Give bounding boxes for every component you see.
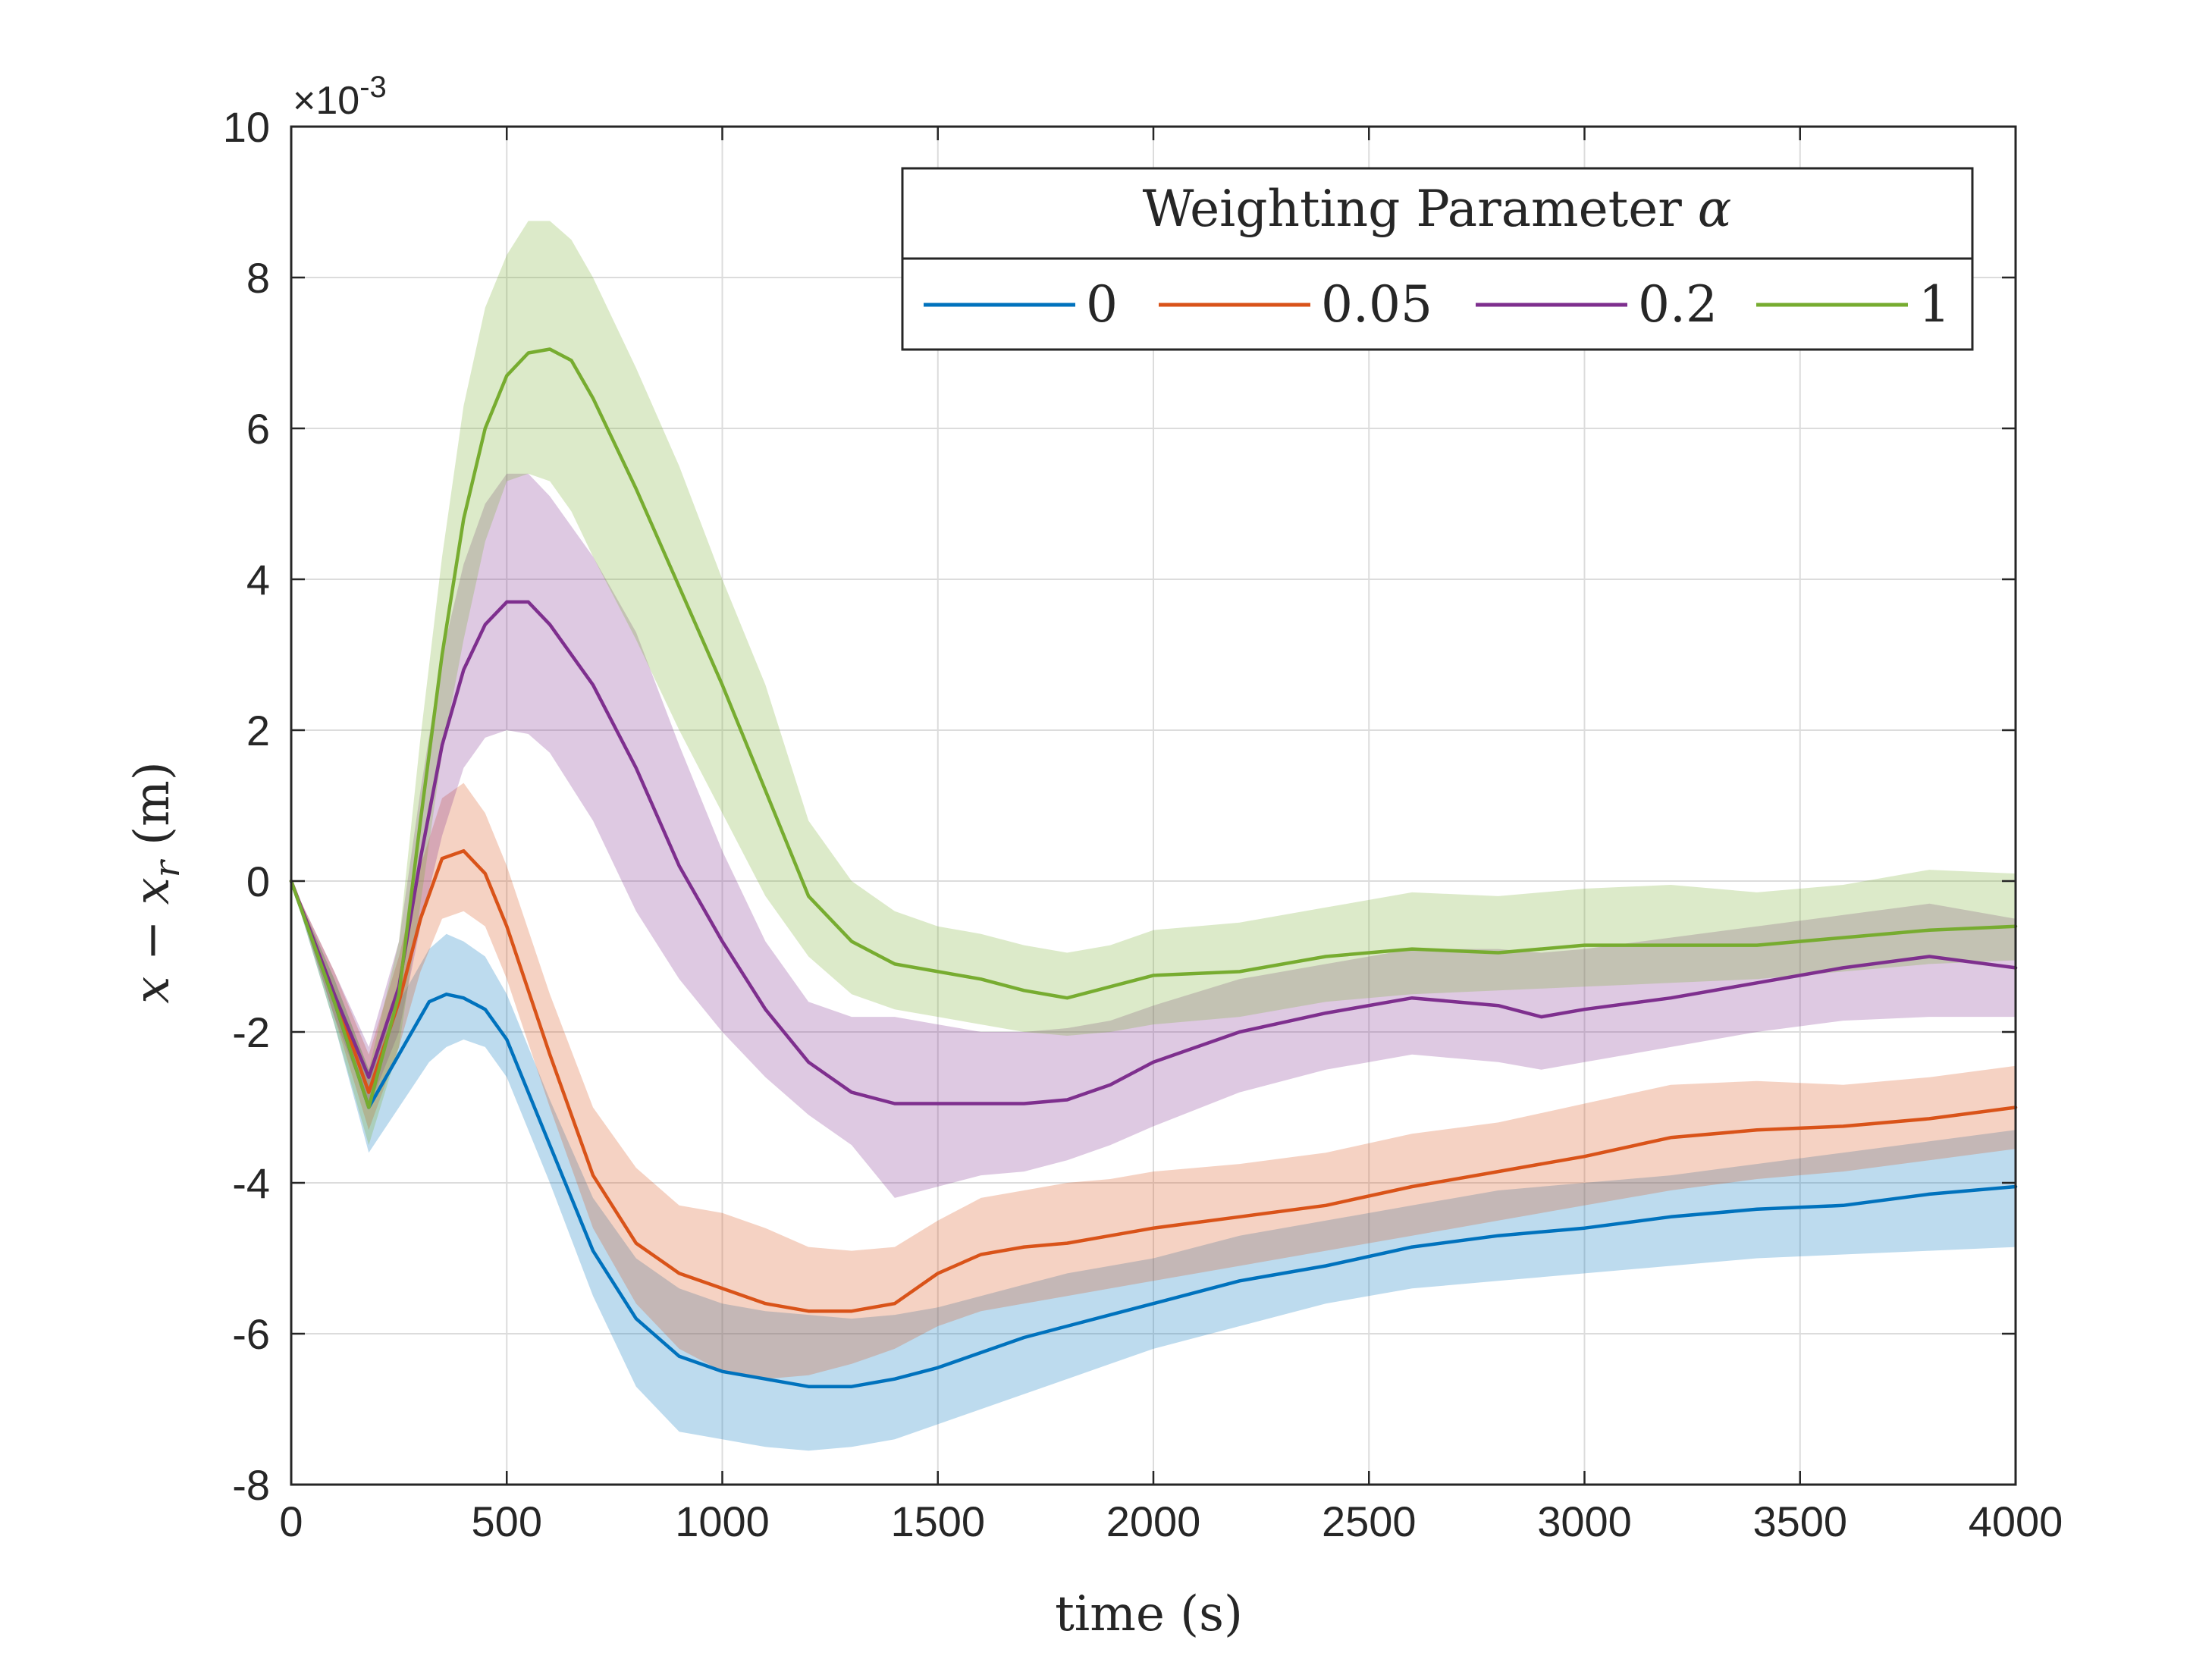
x-tick-label: 3500 <box>1752 1497 1847 1545</box>
x-tick-label: 2000 <box>1106 1497 1201 1545</box>
band-series-1 <box>291 782 2016 1379</box>
line-series-1 <box>289 848 2018 1313</box>
legend-entry-1: 0.05 <box>1159 275 1432 334</box>
y-tick-label: 10 <box>223 103 270 151</box>
y-tick-label: -2 <box>232 1008 270 1056</box>
band-series-3 <box>291 221 2016 1146</box>
legend-label: 1 <box>1919 275 1950 334</box>
x-tick-label: 1000 <box>675 1497 770 1545</box>
y-axis-title: x − xr (m) <box>124 761 187 1003</box>
y-tick-label: -6 <box>232 1310 270 1358</box>
legend-title-symbol: α <box>1698 180 1732 238</box>
y-axis-title-unit: (m) <box>124 761 180 861</box>
x-tick-label: 500 <box>472 1497 542 1545</box>
x-tick-label: 0 <box>279 1497 303 1545</box>
y-tick-label: -4 <box>232 1159 270 1207</box>
x-axis-title: time (s) <box>1055 1586 1243 1642</box>
band-series-0 <box>291 881 2016 1451</box>
line-series-3 <box>289 347 2018 1109</box>
axes <box>290 125 2017 1486</box>
legend-entry-2: 0.2 <box>1476 275 1718 334</box>
x-tick-label: 3000 <box>1537 1497 1632 1545</box>
legend-entry-0: 0 <box>924 275 1118 334</box>
y-tick-label: -8 <box>232 1461 270 1509</box>
legend-entry-3: 1 <box>1756 275 1950 334</box>
line-series-2 <box>289 600 2018 1105</box>
x-tick-label: 1500 <box>890 1497 985 1545</box>
y-axis-title-sub: r <box>146 858 187 877</box>
series-lines <box>289 347 2018 1388</box>
y-tick-label: 4 <box>246 556 270 604</box>
y-tick-label: 0 <box>246 858 270 905</box>
legend-label: 0.05 <box>1321 275 1432 334</box>
legend: Weighting Parameter α 0 0.05 0.2 1 <box>901 167 1974 351</box>
confidence-bands <box>291 221 2016 1451</box>
x-tick-label: 4000 <box>1969 1497 2063 1545</box>
x-tick-label: 2500 <box>1322 1497 1417 1545</box>
multiplier-base: ×10 <box>293 79 359 123</box>
y-tick-label: 6 <box>246 405 270 453</box>
tick-labels: 0 500 1000 1500 2000 2500 3000 3500 4000-8-6-4-2… <box>223 103 2063 1545</box>
multiplier-exponent: -3 <box>359 71 387 104</box>
y-axis-multiplier: ×10-3 <box>293 71 387 123</box>
grid <box>291 127 2016 1485</box>
line-series-0 <box>289 879 2018 1388</box>
band-series-2 <box>291 473 2016 1198</box>
legend-title: Weighting Parameter α <box>1143 180 1732 238</box>
legend-title-text: Weighting Parameter <box>1143 180 1698 238</box>
legend-label: 0.2 <box>1638 275 1718 334</box>
y-axis-title-base: x − x <box>124 877 180 1004</box>
y-tick-label: 2 <box>246 707 270 754</box>
legend-label: 0 <box>1086 275 1118 334</box>
y-tick-label: 8 <box>246 254 270 302</box>
legend-entries: 0 0.05 0.2 1 <box>924 275 1950 334</box>
